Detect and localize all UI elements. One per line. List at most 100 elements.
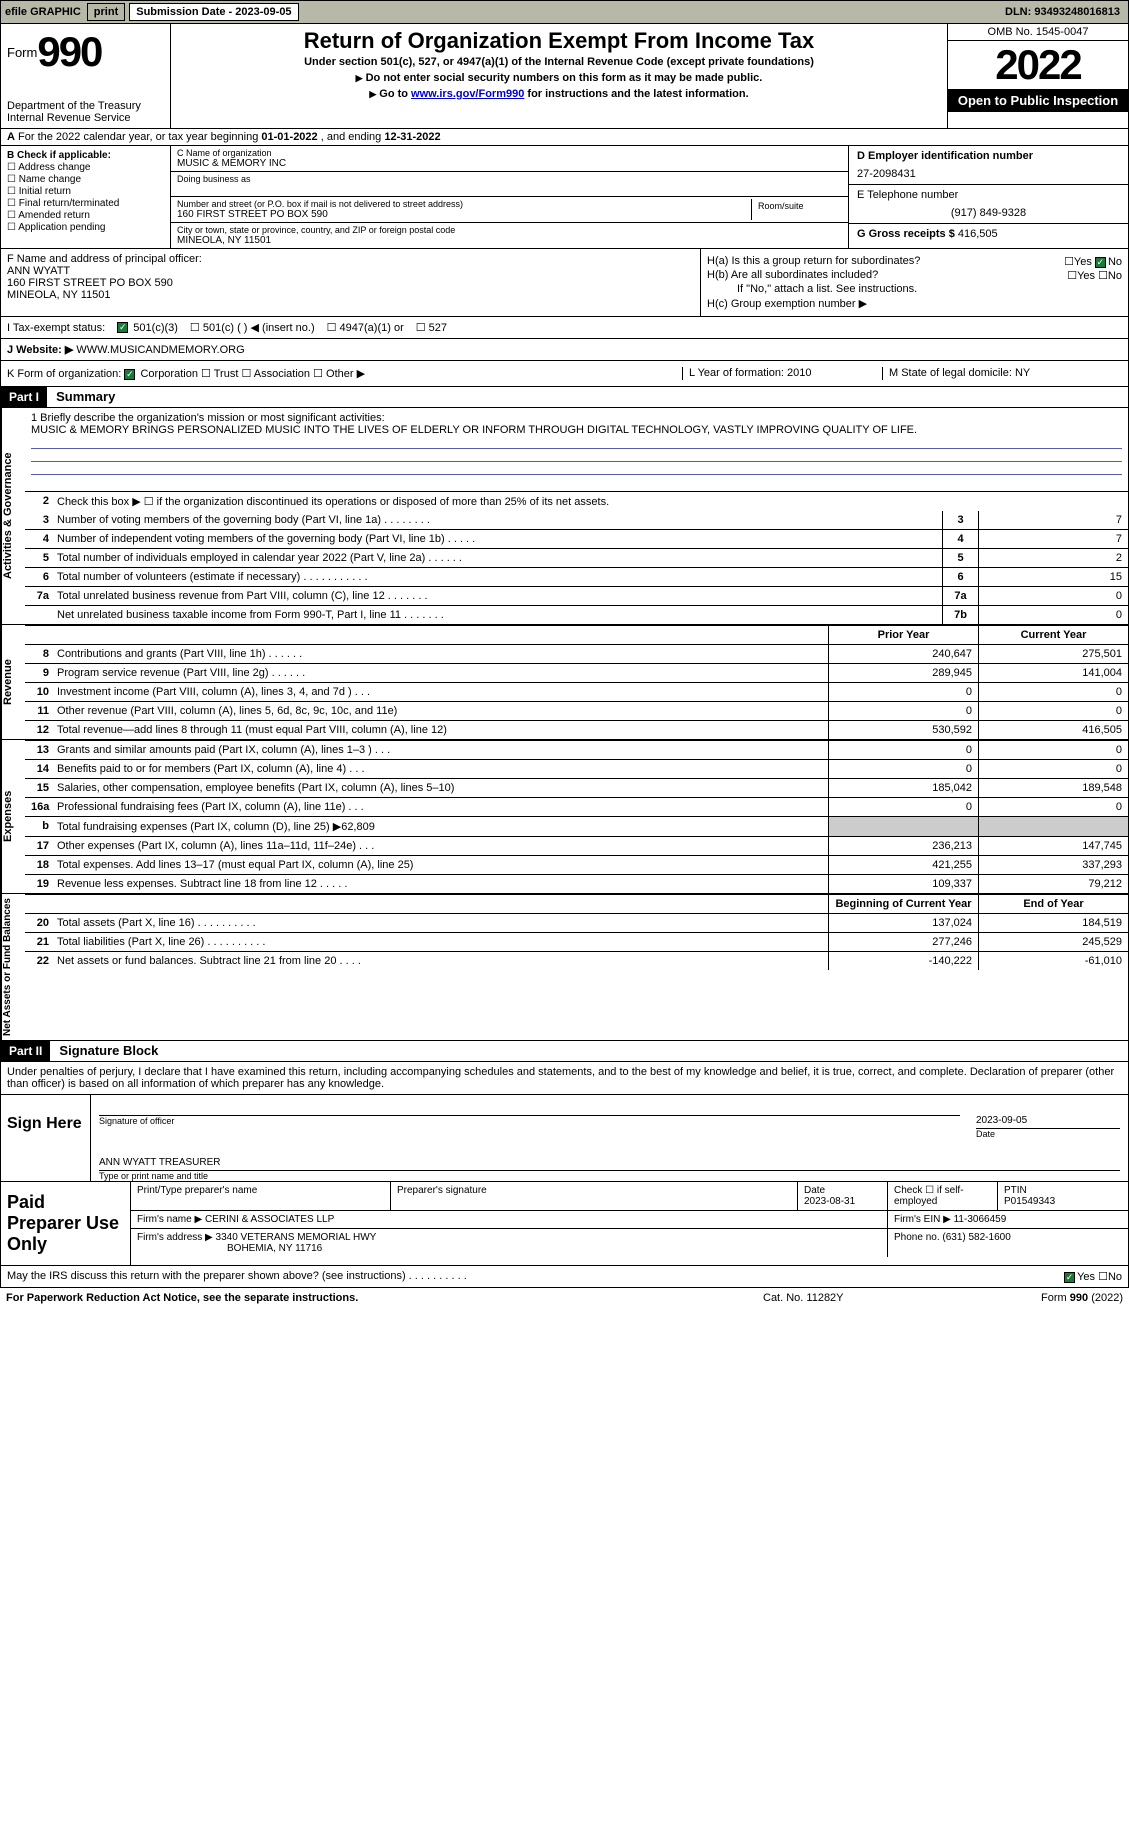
chk-pending[interactable]: ☐ Application pending (7, 222, 164, 233)
l17p: 236,213 (828, 837, 978, 855)
l19p: 109,337 (828, 875, 978, 893)
val-3: 7 (978, 511, 1128, 529)
val-7b: 0 (978, 606, 1128, 624)
section-governance: Activities & Governance 1 Briefly descri… (0, 408, 1129, 625)
l8c: 275,501 (978, 645, 1128, 663)
val-4: 7 (978, 530, 1128, 548)
subdate-box: Submission Date - 2023-09-05 (129, 3, 298, 21)
l14c: 0 (978, 760, 1128, 778)
form-note1: Do not enter social security numbers on … (177, 72, 941, 84)
val-7a: 0 (978, 587, 1128, 605)
firm-phone: (631) 582-1600 (942, 1232, 1010, 1243)
section-b-to-g: B Check if applicable: ☐ Address change … (0, 146, 1129, 249)
row-j: J Website: ▶ WWW.MUSICANDMEMORY.ORG (0, 339, 1129, 361)
l13p: 0 (828, 741, 978, 759)
sig-disclaimer: Under penalties of perjury, I declare th… (1, 1062, 1128, 1094)
efile-label: efile GRAPHIC (3, 6, 83, 18)
vtab-revenue: Revenue (1, 625, 25, 739)
firm-name: CERINI & ASSOCIATES LLP (205, 1214, 334, 1225)
l12p: 530,592 (828, 721, 978, 739)
org-name-lbl: C Name of organization (177, 148, 842, 158)
omb: OMB No. 1545-0047 (948, 24, 1128, 41)
tel: (917) 849-9328 (857, 207, 1120, 219)
city: MINEOLA, NY 11501 (177, 235, 842, 246)
website: WWW.MUSICANDMEMORY.ORG (76, 344, 244, 356)
firm-ein: 11-3066459 (954, 1214, 1007, 1225)
gross: 416,505 (958, 228, 998, 240)
row-k: K Form of organization: Corporation ☐ Tr… (0, 361, 1129, 387)
print-button[interactable]: print (87, 3, 125, 21)
officer-name: ANN WYATT (7, 265, 694, 277)
city-lbl: City or town, state or province, country… (177, 225, 842, 235)
irs-yes-check (1064, 1272, 1075, 1283)
form-title: Return of Organization Exempt From Incom… (177, 28, 941, 54)
l20p: 137,024 (828, 914, 978, 932)
l12c: 416,505 (978, 721, 1128, 739)
l16ac: 0 (978, 798, 1128, 816)
form-subtitle: Under section 501(c), 527, or 4947(a)(1)… (177, 56, 941, 68)
hc: H(c) Group exemption number ▶ (707, 297, 1122, 310)
l22p: -140,222 (828, 952, 978, 970)
gross-lbl: G Gross receipts $ (857, 228, 958, 240)
tax-year: 2022 (948, 41, 1128, 89)
ein-lbl: D Employer identification number (857, 150, 1120, 162)
ein: 27-2098431 (857, 168, 1120, 180)
sign-here-lbl: Sign Here (1, 1095, 91, 1181)
irs-link[interactable]: www.irs.gov/Form990 (411, 88, 524, 100)
sig-date: 2023-09-05 (976, 1101, 1120, 1129)
tel-lbl: E Telephone number (857, 189, 1120, 201)
l20c: 184,519 (978, 914, 1128, 932)
year-formed: 2010 (787, 367, 811, 379)
dba-lbl: Doing business as (177, 174, 842, 184)
open-public: Open to Public Inspection (948, 89, 1128, 112)
room-lbl: Room/suite (758, 201, 836, 211)
mission-lbl: 1 Briefly describe the organization's mi… (31, 412, 1122, 424)
officer-lbl: F Name and address of principal officer: (7, 253, 694, 265)
l11p: 0 (828, 702, 978, 720)
sig-name: ANN WYATT TREASURER (99, 1143, 1120, 1171)
chk-corp (124, 369, 135, 380)
l18c: 337,293 (978, 856, 1128, 874)
org-name: MUSIC & MEMORY INC (177, 158, 842, 169)
l22c: -61,010 (978, 952, 1128, 970)
hb-note: If "No," attach a list. See instructions… (707, 283, 1122, 295)
ptin: P01549343 (1004, 1196, 1122, 1207)
domicile: NY (1015, 367, 1030, 379)
topbar: efile GRAPHIC print Submission Date - 20… (0, 0, 1129, 24)
section-netassets: Net Assets or Fund Balances Beginning of… (0, 894, 1129, 1041)
part1-header: Part I Summary (0, 387, 1129, 408)
vtab-governance: Activities & Governance (1, 408, 25, 624)
chk-final[interactable]: ☐ Final return/terminated (7, 198, 164, 209)
chk-name-change[interactable]: ☐ Name change (7, 174, 164, 185)
officer-addr1: 160 FIRST STREET PO BOX 590 (7, 277, 694, 289)
chk-amended[interactable]: ☐ Amended return (7, 210, 164, 221)
footer: For Paperwork Reduction Act Notice, see … (0, 1288, 1129, 1308)
chk-501c3 (117, 322, 128, 333)
officer-addr2: MINEOLA, NY 11501 (7, 289, 694, 301)
row-a: A For the 2022 calendar year, or tax yea… (0, 129, 1129, 146)
l21p: 277,246 (828, 933, 978, 951)
prep-lbl: Paid Preparer Use Only (1, 1182, 131, 1265)
l19c: 79,212 (978, 875, 1128, 893)
chk-initial[interactable]: ☐ Initial return (7, 186, 164, 197)
l14p: 0 (828, 760, 978, 778)
section-revenue: Revenue Prior YearCurrent Year 8Contribu… (0, 625, 1129, 740)
l15p: 185,042 (828, 779, 978, 797)
l8p: 240,647 (828, 645, 978, 663)
irs-discuss-row: May the IRS discuss this return with the… (0, 1266, 1129, 1288)
l21c: 245,529 (978, 933, 1128, 951)
prep-date: 2023-08-31 (804, 1196, 881, 1207)
vtab-expenses: Expenses (1, 740, 25, 893)
val-6: 15 (978, 568, 1128, 586)
firm-addr2: BOHEMIA, NY 11716 (137, 1243, 322, 1254)
ha: H(a) Is this a group return for subordin… (707, 255, 1122, 267)
b-label: B Check if applicable: (7, 150, 164, 161)
part2-header: Part II Signature Block (0, 1041, 1129, 1062)
l10p: 0 (828, 683, 978, 701)
dln: DLN: 93493248016813 (1005, 6, 1126, 18)
chk-addr-change[interactable]: ☐ Address change (7, 162, 164, 173)
addr: 160 FIRST STREET PO BOX 590 (177, 209, 751, 220)
l10c: 0 (978, 683, 1128, 701)
dept-label: Department of the Treasury Internal Reve… (7, 100, 164, 124)
vtab-netassets: Net Assets or Fund Balances (1, 894, 25, 1040)
